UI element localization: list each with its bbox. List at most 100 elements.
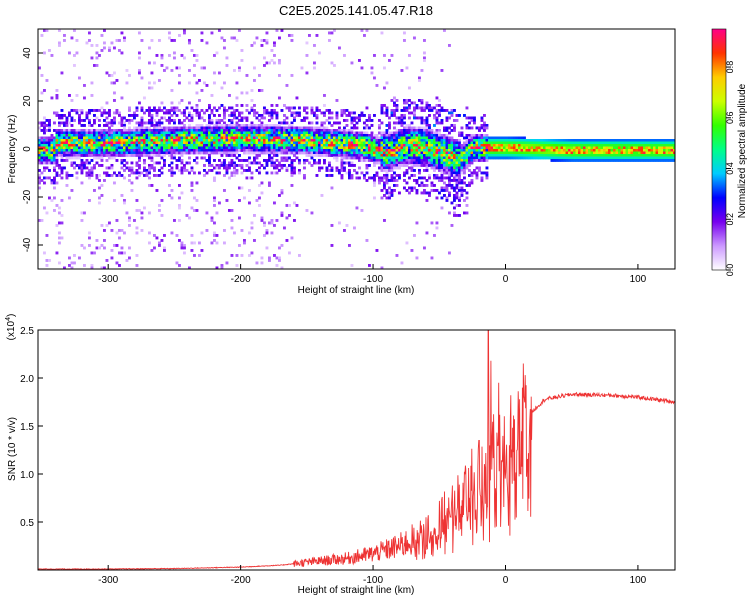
spectrogram-cell	[110, 81, 114, 85]
spectrogram-cell	[195, 146, 199, 150]
spectrogram-cell	[133, 111, 136, 115]
spectrogram-cell	[328, 146, 331, 150]
spectrogram-cell	[223, 124, 226, 127]
spectrogram-cell	[418, 126, 421, 130]
spectrogram-cell	[133, 146, 136, 150]
spectrogram-cell	[200, 144, 204, 147]
spectrogram-cell	[483, 136, 486, 140]
spectrogram-cell	[468, 174, 471, 177]
spectrogram-cell	[325, 149, 329, 152]
spectrogram-cell	[470, 151, 474, 155]
spectrogram-cell	[588, 156, 591, 160]
spectrogram-cell	[295, 151, 299, 155]
spectrogram-cell	[123, 131, 126, 135]
spectrogram-cell	[130, 144, 134, 147]
spectrogram-cell	[588, 141, 591, 145]
spectrogram-cell	[313, 111, 316, 115]
spectrogram-cell	[98, 109, 101, 112]
spectrogram-cell	[155, 154, 159, 157]
spectrogram-cell	[448, 251, 451, 255]
spectrogram-cell	[128, 121, 131, 125]
spectrogram-cell	[400, 69, 404, 72]
spectrogram-cell	[400, 151, 404, 155]
spectrogram-cell	[215, 51, 219, 55]
spectrogram-cell	[143, 174, 146, 177]
spectrogram-cell	[475, 174, 479, 177]
spectrogram-cell	[403, 114, 406, 117]
spectrogram-cell	[70, 146, 74, 150]
spectrogram-cell	[470, 134, 474, 137]
spectrogram-cell	[185, 129, 189, 132]
spectrogram-cell	[145, 154, 149, 157]
spectrogram-cell	[243, 146, 246, 150]
spectrogram-cell	[88, 119, 91, 122]
spectrogram-cell	[195, 104, 199, 107]
spectrogram-cell	[233, 109, 236, 112]
spectrogram-cell	[43, 149, 46, 152]
spectrogram-cell	[330, 146, 334, 150]
spectrogram-cell	[78, 154, 81, 157]
spectrogram-cell	[148, 211, 151, 215]
spectrogram-cell	[268, 126, 271, 130]
spectrogram-cell	[288, 156, 291, 160]
spectrogram-cell	[515, 154, 519, 157]
spectrogram-cell	[403, 146, 406, 150]
spectrogram-cell	[385, 139, 389, 142]
spectrogram-cell	[373, 176, 376, 180]
spectrogram-cell	[498, 139, 501, 142]
spectrogram-cell	[208, 116, 211, 120]
spectrogram-cell	[525, 154, 529, 157]
snr-y-label: SNR (10 * v/v)	[7, 417, 18, 481]
spectrogram-cell	[260, 134, 264, 137]
spectrogram-cell	[330, 141, 334, 145]
spectrogram-cell	[188, 114, 191, 117]
spectrogram-cell	[448, 131, 451, 135]
spectrogram-cell	[255, 199, 259, 202]
spectrogram-cell	[548, 139, 551, 142]
spectrogram-cell	[383, 194, 386, 197]
spectrogram-cell	[328, 131, 331, 135]
spectrogram-cell	[133, 149, 136, 152]
spectrogram-cell	[38, 159, 41, 162]
spectrogram-cell	[170, 119, 174, 122]
spectrogram-cell	[335, 156, 339, 160]
spectrogram-cell	[60, 166, 64, 170]
spectrogram-cell	[213, 179, 216, 182]
spectrogram-cell	[240, 186, 244, 190]
spectrogram-cell	[408, 186, 411, 190]
spectrogram-cell	[413, 161, 416, 165]
spectrogram-cell	[365, 146, 369, 150]
spectrogram-cell	[463, 164, 466, 167]
spectrogram-cell	[103, 124, 106, 127]
spectrogram-cell	[243, 159, 246, 162]
spectrogram-cell	[500, 151, 504, 155]
spectrogram-cell	[140, 141, 144, 145]
spectrogram-cell	[600, 151, 604, 155]
spectrogram-cell	[428, 129, 431, 132]
spectrogram-cell	[643, 149, 646, 152]
spectrogram-cell	[220, 151, 224, 155]
spectrogram-cell	[513, 154, 516, 157]
spectrogram-cell	[403, 154, 406, 157]
spectrogram-cell	[170, 156, 174, 160]
spectrogram-cell	[483, 141, 486, 145]
spectrogram-cell	[198, 116, 201, 120]
spectrogram-cell	[393, 104, 396, 107]
spectrogram-cell	[110, 256, 114, 260]
spectrogram-cell	[270, 114, 274, 117]
spectrogram-cell	[230, 139, 234, 142]
spectrogram-cell	[255, 124, 259, 127]
spectrogram-cell	[495, 149, 499, 152]
spectrogram-cell	[585, 141, 589, 145]
spectrogram-cell	[563, 159, 566, 162]
spectrogram-cell	[350, 151, 354, 155]
spectrogram-cell	[170, 171, 174, 175]
spectrogram-cell	[160, 56, 164, 60]
spectrogram-cell	[200, 146, 204, 150]
spectrogram-cell	[50, 144, 54, 147]
spectrogram-cell	[343, 54, 346, 57]
spectrogram-cell	[410, 151, 414, 155]
spectrogram-cell	[230, 159, 234, 162]
spectrogram-cell	[183, 126, 186, 130]
spectrogram-cell	[393, 144, 396, 147]
